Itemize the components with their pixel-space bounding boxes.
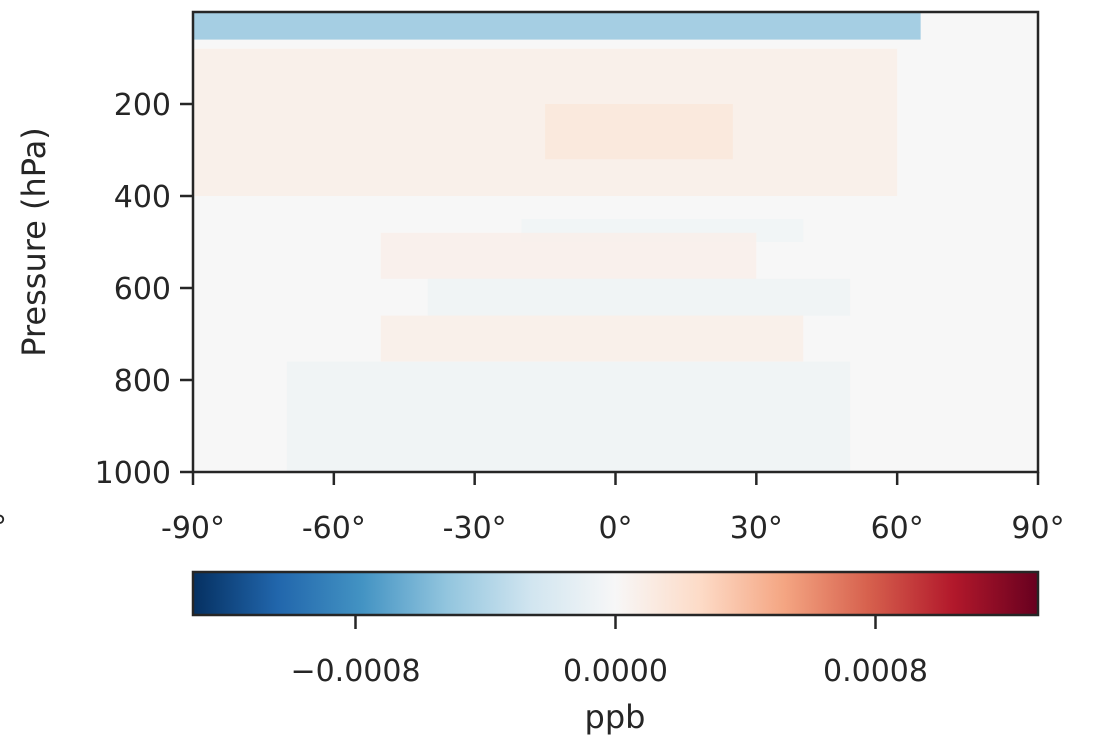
y-tick-label: 800 bbox=[114, 364, 171, 399]
x-tick-label: 0° bbox=[598, 511, 632, 546]
clipped-degree-mark: ° bbox=[0, 510, 7, 545]
heatmap-feature-4 bbox=[380, 232, 757, 279]
heatmap-feature-2 bbox=[545, 104, 733, 160]
y-axis: 200 400 600 800 1000 bbox=[95, 88, 193, 491]
x-tick-label: -90° bbox=[161, 511, 225, 546]
x-tick-label: 30° bbox=[730, 511, 783, 546]
x-tick-label: 60° bbox=[871, 511, 924, 546]
y-tick-label: 600 bbox=[114, 272, 171, 307]
colorbar-tick-label: 0.0000 bbox=[563, 654, 668, 689]
colorbar-tick-label: −0.0008 bbox=[290, 654, 420, 689]
y-tick-label: 400 bbox=[114, 180, 171, 215]
y-tick-label: 200 bbox=[114, 88, 171, 123]
colorbar-label: ppb bbox=[585, 698, 646, 736]
x-tick-label: -60° bbox=[302, 511, 366, 546]
x-tick-label: -30° bbox=[443, 511, 507, 546]
colorbar-tick-label: 0.0008 bbox=[823, 654, 928, 689]
y-axis-label: Pressure (hPa) bbox=[15, 127, 53, 357]
heatmap-feature-5 bbox=[427, 278, 851, 316]
heatmap-feature-6 bbox=[380, 315, 804, 362]
colorbar-axis: −0.0008 0.0000 0.0008 bbox=[290, 615, 928, 689]
y-tick-label: 1000 bbox=[95, 456, 171, 491]
heatmap-feature-7 bbox=[286, 361, 851, 472]
heatmap-area bbox=[193, 12, 1038, 472]
colorbar bbox=[191, 570, 1040, 617]
heatmap-feature-0 bbox=[193, 12, 921, 40]
x-axis: -90° -60° -30° 0° 30° 60° 90° bbox=[161, 472, 1065, 546]
x-tick-label: 90° bbox=[1011, 511, 1064, 546]
